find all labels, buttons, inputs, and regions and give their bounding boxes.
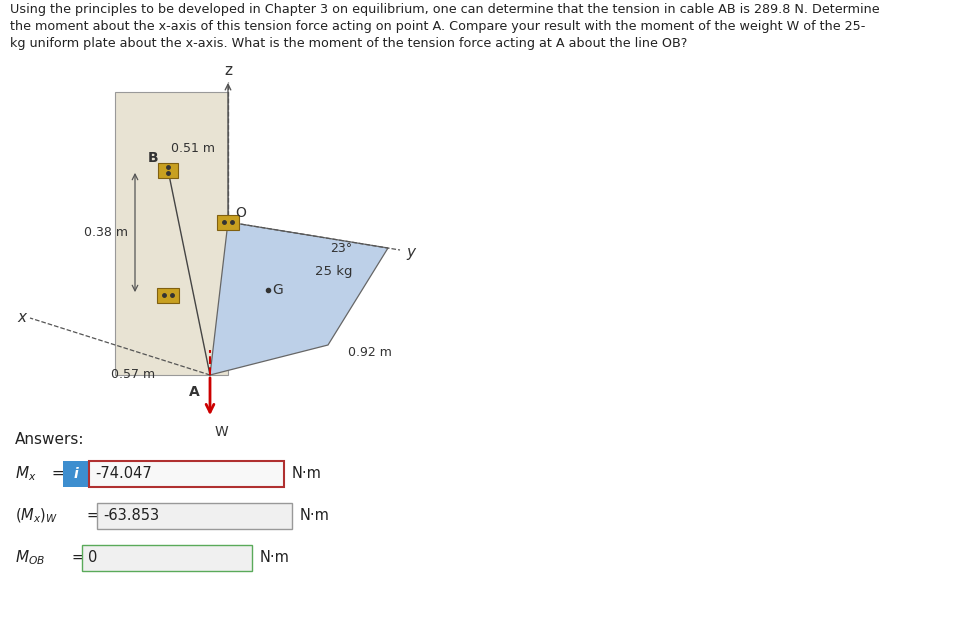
Polygon shape	[115, 92, 228, 375]
Text: $M_{OB}$: $M_{OB}$	[15, 549, 45, 567]
Text: 0: 0	[88, 551, 98, 565]
Text: W: W	[215, 425, 229, 439]
Text: N·m: N·m	[260, 551, 290, 565]
FancyBboxPatch shape	[82, 545, 252, 571]
Text: i: i	[74, 467, 79, 481]
Text: z: z	[224, 63, 232, 78]
Text: 0.51 m: 0.51 m	[171, 142, 215, 154]
FancyBboxPatch shape	[158, 163, 178, 177]
FancyBboxPatch shape	[63, 461, 89, 487]
FancyBboxPatch shape	[89, 461, 284, 487]
Polygon shape	[210, 222, 388, 375]
Text: Answers:: Answers:	[15, 432, 84, 447]
Text: y: y	[406, 244, 415, 260]
Text: =: =	[67, 551, 84, 565]
FancyBboxPatch shape	[157, 288, 179, 302]
Text: -74.047: -74.047	[95, 466, 152, 482]
Text: B: B	[148, 151, 158, 165]
Text: 0.92 m: 0.92 m	[348, 346, 392, 359]
Text: G: G	[272, 283, 283, 297]
Text: kg uniform plate about the x-axis. What is the moment of the tension force actin: kg uniform plate about the x-axis. What …	[10, 37, 688, 50]
Text: O: O	[235, 206, 246, 220]
Text: 0.38 m: 0.38 m	[84, 225, 128, 239]
Text: x: x	[17, 311, 26, 325]
Text: N·m: N·m	[292, 466, 322, 482]
Text: $(M_x)_W$: $(M_x)_W$	[15, 507, 58, 525]
FancyBboxPatch shape	[97, 503, 292, 529]
Text: A: A	[189, 385, 200, 399]
Text: =: =	[82, 508, 100, 524]
Text: =: =	[47, 466, 64, 482]
Text: N·m: N·m	[300, 508, 330, 524]
Text: the moment about the x-axis of this tension force acting on point A. Compare you: the moment about the x-axis of this tens…	[10, 20, 865, 33]
Text: Using the principles to be developed in Chapter 3 on equilibrium, one can determ: Using the principles to be developed in …	[10, 3, 879, 16]
Text: $M_x$: $M_x$	[15, 464, 36, 484]
Text: 25 kg: 25 kg	[315, 265, 353, 279]
FancyBboxPatch shape	[217, 214, 239, 230]
Text: 0.57 m: 0.57 m	[111, 369, 155, 382]
Text: 23°: 23°	[330, 242, 352, 255]
Text: -63.853: -63.853	[103, 508, 159, 524]
